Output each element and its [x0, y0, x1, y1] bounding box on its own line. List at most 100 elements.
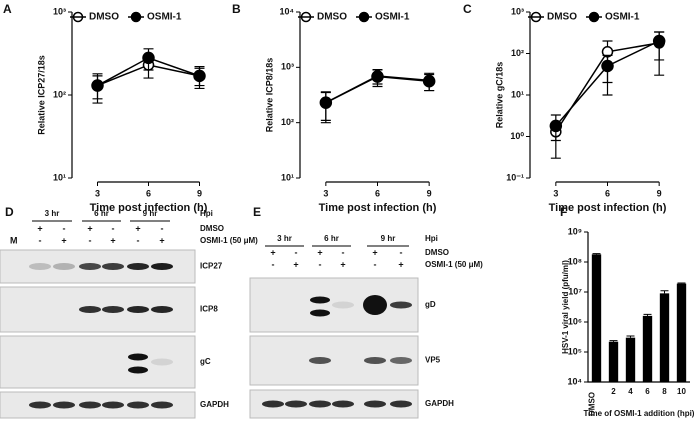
band — [363, 295, 387, 315]
blot-strip — [0, 335, 196, 389]
band — [29, 401, 51, 409]
panel-label: A — [3, 2, 12, 16]
band — [262, 400, 284, 408]
error-bar — [677, 282, 686, 284]
y-tick-label: 10¹ — [281, 172, 294, 182]
blot-label: gD — [425, 300, 436, 309]
time-label: 6 hr — [94, 209, 109, 218]
x-tick-label: 6 — [146, 188, 151, 198]
treatment-sign: - — [400, 247, 403, 257]
band — [151, 401, 173, 409]
panel-label: C — [463, 2, 472, 16]
treatment-name: OSMI-1 (50 μM) — [425, 260, 483, 269]
x-tick-label: 10 — [677, 387, 686, 396]
x-tick-label: 9 — [197, 188, 202, 198]
point — [371, 70, 384, 83]
band — [390, 357, 412, 364]
time-label: 9 hr — [381, 234, 396, 243]
treatment-name: DMSO — [425, 248, 449, 257]
y-tick-label: 10⁰ — [510, 131, 524, 141]
treatment-sign: - — [319, 259, 322, 269]
legend-label: OSMI-1 — [147, 12, 182, 23]
treatment-sign: - — [137, 235, 140, 245]
band — [310, 296, 330, 304]
band — [364, 400, 386, 408]
band — [151, 358, 173, 366]
x-tick-label: 9 — [657, 188, 662, 198]
band — [53, 263, 75, 270]
y-tick-label: 10⁷ — [568, 286, 582, 296]
band — [310, 309, 330, 317]
error-bar — [643, 313, 652, 316]
treatment-sign: + — [372, 247, 377, 257]
time-label: 3 hr — [45, 209, 60, 218]
x-tick-label: 3 — [323, 188, 328, 198]
y-tick-label: 10⁶ — [568, 316, 582, 326]
band — [390, 400, 412, 408]
treatment-sign: - — [89, 235, 92, 245]
blot-label: ICP8 — [200, 305, 218, 314]
point — [91, 79, 104, 92]
band — [309, 400, 331, 408]
y-tick-label: 10³ — [511, 6, 524, 16]
treatment-sign: + — [340, 259, 345, 269]
band — [364, 357, 386, 364]
band — [127, 306, 149, 313]
x-tick-label: DMSO — [588, 392, 597, 416]
y-tick-label: 10⁸ — [568, 256, 582, 266]
x-axis-label: Time of OSMI-1 addition (hpi) — [584, 409, 695, 418]
y-tick-label: 10⁴ — [280, 6, 294, 16]
point — [319, 96, 333, 109]
band — [127, 263, 149, 270]
y-tick-label: 10³ — [281, 62, 294, 72]
time-unit: Hpi — [425, 234, 438, 243]
panel-label: E — [253, 205, 261, 219]
point — [193, 69, 206, 83]
time-label: 6 hr — [324, 234, 339, 243]
bar — [676, 283, 687, 382]
treatment-name: OSMI-1 (50 μM) — [200, 236, 258, 245]
blot-label: ICP27 — [200, 262, 223, 271]
band — [53, 401, 75, 409]
x-tick-label: 2 — [611, 387, 616, 396]
treatment-sign: + — [270, 247, 275, 257]
blot-label: GAPDH — [425, 399, 454, 408]
x-tick-label: 6 — [645, 387, 650, 396]
treatment-sign: + — [135, 223, 140, 233]
bar — [625, 337, 636, 382]
treatment-sign: + — [398, 259, 403, 269]
treatment-sign: + — [159, 235, 164, 245]
band — [332, 301, 354, 309]
legend-label: DMSO — [317, 12, 347, 23]
band — [102, 263, 124, 270]
band — [390, 301, 412, 309]
treatment-sign: - — [342, 247, 345, 257]
point — [601, 59, 614, 73]
y-axis-label: Relative ICP8/18s — [264, 58, 274, 133]
treatment-sign: - — [161, 223, 164, 233]
y-tick-label: 10² — [53, 89, 66, 99]
panel-label: B — [232, 2, 241, 16]
marker-lane-label: M — [10, 235, 18, 245]
panel-label: F — [560, 205, 567, 219]
x-tick-label: 6 — [605, 188, 610, 198]
treatment-sign: + — [110, 235, 115, 245]
legend-label: DMSO — [89, 12, 119, 23]
treatment-sign: + — [61, 235, 66, 245]
error-bar — [626, 335, 635, 338]
bar — [642, 315, 653, 382]
blot-label: VP5 — [425, 356, 441, 365]
x-axis-label: Time post infection (h) — [549, 202, 667, 214]
band — [309, 357, 331, 364]
treatment-sign: + — [317, 247, 322, 257]
band — [128, 366, 148, 374]
x-tick-label: 6 — [375, 188, 380, 198]
y-tick-label: 10⁵ — [568, 346, 582, 356]
y-tick-label: 10⁴ — [568, 376, 582, 386]
point — [422, 75, 436, 88]
y-tick-label: 10⁻¹ — [506, 172, 524, 182]
treatment-sign: - — [272, 259, 275, 269]
legend-label: OSMI-1 — [605, 12, 640, 23]
blot-label: gC — [200, 357, 211, 366]
